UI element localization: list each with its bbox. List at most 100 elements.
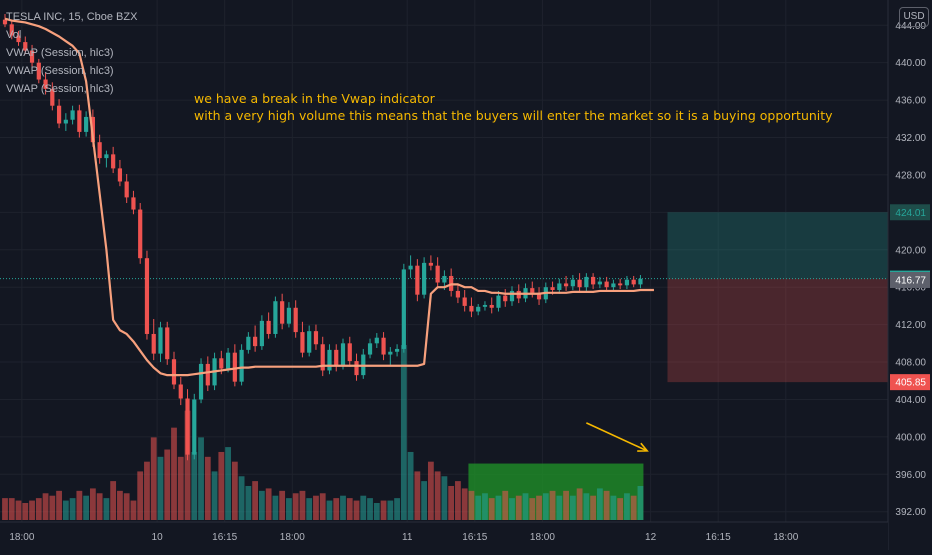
candle-body — [509, 290, 515, 302]
candle-body — [604, 281, 609, 288]
candle-body — [394, 348, 400, 352]
candle-body — [111, 154, 116, 169]
volume-bar — [191, 451, 198, 520]
annotation-arrow — [586, 422, 648, 452]
candle-body — [219, 358, 224, 369]
candle-body — [225, 352, 231, 369]
chart-legend: TESLA INC, 15, Cboe BZX Vol VWAP (Sessio… — [6, 8, 137, 98]
vwap-price-label-bg — [890, 271, 930, 288]
candle-body — [408, 265, 413, 270]
volume-bar — [455, 481, 461, 520]
volume-bar — [144, 461, 150, 520]
target-price-label-bg — [890, 204, 930, 221]
volume-bar — [610, 495, 617, 520]
volume-bar — [617, 498, 624, 520]
candle-body — [29, 50, 35, 63]
y-tick-label: 432.00 — [895, 133, 926, 144]
volume-bar — [509, 498, 515, 520]
stop-price-label-bg — [890, 374, 930, 391]
candle-body — [388, 351, 393, 355]
candle-body — [563, 283, 569, 287]
candle-body — [151, 333, 156, 354]
volume-bar — [123, 493, 130, 520]
candle-body — [293, 307, 298, 333]
volume-bar — [563, 490, 569, 520]
volume-bar — [346, 498, 353, 520]
candle-body — [158, 327, 163, 354]
volume-bar — [62, 500, 69, 520]
volume-bar — [164, 449, 171, 520]
candle-body — [280, 301, 285, 324]
candle-body — [334, 349, 339, 366]
volume-bar — [427, 461, 434, 520]
candle-body — [259, 320, 264, 347]
text-annotation[interactable]: we have a break in the Vwap indicator wi… — [194, 90, 833, 124]
candle-body — [185, 398, 190, 455]
candle-body — [70, 110, 75, 120]
candle-body — [354, 361, 359, 376]
volume-indicator-label[interactable]: Vol — [6, 29, 22, 41]
volume-bar — [225, 447, 231, 520]
x-tick-label: 16:15 — [706, 532, 731, 543]
candle-body — [117, 168, 123, 182]
volume-bar — [198, 437, 204, 520]
candle-body — [253, 336, 258, 347]
volume-bar — [549, 490, 556, 520]
candle-body — [597, 281, 602, 285]
volume-bar — [373, 502, 380, 520]
candle-body — [84, 116, 89, 132]
vwap-indicator-label-2[interactable]: VWAP (Session, hlc3) — [6, 65, 114, 77]
candle-body — [192, 399, 197, 455]
volume-bar — [184, 410, 191, 520]
volume-bar — [69, 498, 76, 520]
volume-bar — [292, 493, 299, 520]
symbol-title[interactable]: TESLA INC, 15, Cboe BZX — [6, 11, 138, 23]
volume-bar — [583, 493, 590, 520]
candle-body — [232, 352, 237, 382]
volume-bar — [576, 488, 583, 520]
volume-bar — [400, 345, 407, 520]
volume-bar — [590, 495, 597, 520]
volume-bar — [103, 498, 110, 520]
volume-bar — [110, 481, 117, 520]
volume-bar — [137, 471, 144, 520]
volume-bar — [624, 493, 630, 520]
volume-bar — [522, 493, 529, 520]
candle-body — [482, 304, 488, 307]
currency-button[interactable]: USD — [899, 7, 929, 27]
vwap-indicator-label-1[interactable]: VWAP (Session, hlc3) — [6, 47, 114, 59]
candle-body — [570, 279, 575, 287]
candle-body — [77, 110, 82, 132]
x-tick-label: 18:00 — [773, 532, 798, 543]
candle-body — [205, 363, 210, 386]
target-zone — [667, 212, 888, 279]
volume-bar — [218, 451, 225, 520]
candle-body — [503, 295, 508, 302]
x-tick-label: 18:00 — [280, 532, 305, 543]
volume-bar — [326, 500, 333, 520]
volume-bar — [130, 500, 137, 520]
volume-bar — [515, 495, 522, 520]
volume-bar — [8, 498, 15, 520]
candle-body — [178, 384, 183, 399]
candle-body — [442, 275, 447, 283]
candle-body — [36, 62, 41, 80]
volume-bar — [76, 490, 83, 520]
candle-body — [476, 306, 481, 312]
volume-bar — [569, 495, 576, 520]
volume-bar — [313, 495, 319, 520]
candle-body — [340, 343, 346, 366]
volume-bar — [536, 495, 542, 520]
candle-body — [530, 288, 535, 293]
y-tick-label: 396.00 — [895, 470, 926, 481]
volume-bar — [333, 498, 340, 520]
vwap-indicator-label-3[interactable]: VWAP (Session, hlc3) — [6, 83, 114, 95]
candle-body — [246, 336, 251, 350]
candle-body — [273, 301, 278, 334]
volume-bar — [394, 498, 400, 520]
annotation-line-1: we have a break in the Vwap indicator — [194, 91, 435, 106]
volume-bar — [22, 502, 29, 520]
volume-bar — [414, 471, 421, 520]
